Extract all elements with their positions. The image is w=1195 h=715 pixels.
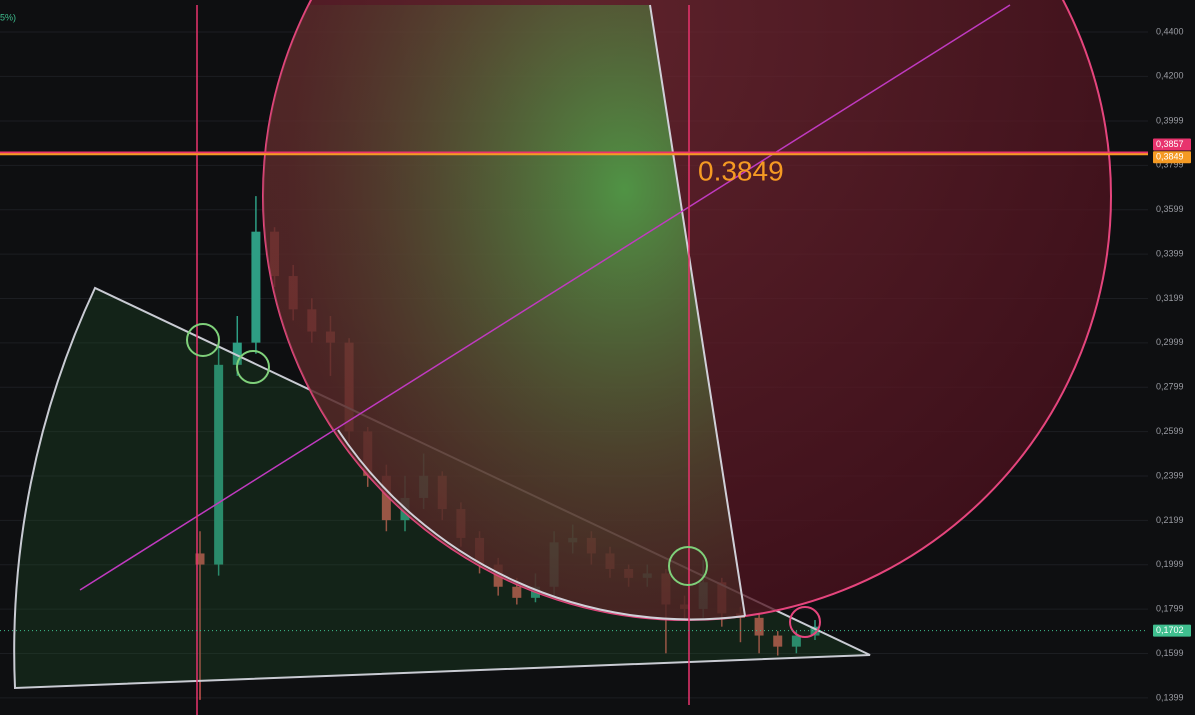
y-tick-label: 0,3599 <box>1156 204 1184 214</box>
candle-body <box>773 635 783 647</box>
y-tick-label: 0,2399 <box>1156 470 1184 480</box>
candle-body <box>791 635 801 647</box>
y-tick-label: 0,4400 <box>1156 26 1184 36</box>
y-tick-label: 0,3399 <box>1156 248 1184 258</box>
sector-arc <box>337 429 746 621</box>
price-tag <box>1153 151 1191 164</box>
axis-labels: 0,4400 0,4200 0,3999 0,3799 0,3599 0,3399 0,31… <box>1153 26 1191 702</box>
highlight-circle <box>789 606 821 638</box>
candle-body <box>214 364 224 565</box>
corner-text: 5%) <box>0 12 16 22</box>
price-axis <box>1148 0 1195 715</box>
y-tick-label: 0,2799 <box>1156 382 1184 392</box>
y-tick-label: 0,3199 <box>1156 293 1184 303</box>
y-tick-label: 0,1799 <box>1156 604 1184 614</box>
price-annotation: 0.3849 <box>698 155 784 186</box>
price-levels <box>0 151 1148 632</box>
sector-edge <box>649 4 746 617</box>
highlight-circle <box>186 323 220 357</box>
y-tick-label: 0,3799 <box>1156 160 1184 170</box>
y-tick-label: 0,4200 <box>1156 71 1184 81</box>
green-sector <box>263 5 745 620</box>
y-tick-label: 0,1999 <box>1156 559 1184 569</box>
candle-body <box>512 586 522 598</box>
y-tick-label: 0,1399 <box>1156 692 1184 702</box>
y-tick-label: 0,1599 <box>1156 648 1184 658</box>
price-tag-label: 0,3849 <box>1156 152 1184 162</box>
price-tag <box>1153 624 1191 637</box>
candle-body <box>381 475 391 521</box>
trend-line <box>79 4 1011 591</box>
highlight-circle <box>668 546 708 586</box>
price-tag <box>1153 138 1191 151</box>
candle-body <box>251 231 261 343</box>
candle-body <box>810 626 820 636</box>
drawings <box>13 0 1112 715</box>
y-tick-label: 0,2199 <box>1156 515 1184 525</box>
price-tag-label: 0,3857 <box>1156 139 1184 149</box>
y-tick-label: 0,3999 <box>1156 115 1184 125</box>
candle-body <box>754 617 764 636</box>
highlight-circle <box>236 350 270 384</box>
candle-body <box>232 342 242 365</box>
y-tick-label: 0,2599 <box>1156 426 1184 436</box>
price-tag-label: 0,1702 <box>1156 625 1184 635</box>
y-tick-label: 0,2999 <box>1156 337 1184 347</box>
candle-body <box>195 553 205 565</box>
